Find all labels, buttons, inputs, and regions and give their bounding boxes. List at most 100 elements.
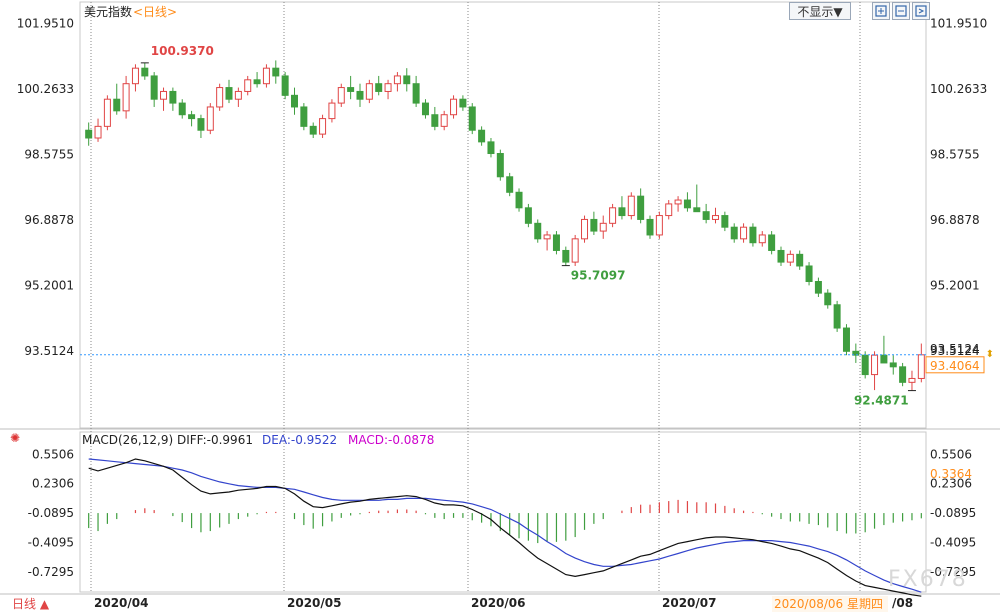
candle-body: [421, 102, 429, 116]
candle-body: [188, 114, 196, 120]
candle-body: [712, 215, 719, 220]
candle-body: [384, 83, 392, 92]
candle-body: [347, 87, 355, 92]
candle-body: [375, 83, 383, 92]
price-tick-label-left: 101.9510: [17, 17, 74, 31]
current-price-marker-icon: ⬍: [986, 349, 994, 360]
candle-body: [618, 207, 626, 217]
price-tick-label-right: 101.9510: [930, 17, 987, 31]
x-tick-label: 2020/04: [94, 596, 148, 610]
expand-icon[interactable]: [912, 2, 930, 20]
candle-body: [609, 207, 617, 224]
candle-body: [805, 265, 813, 282]
candle-body: [197, 118, 205, 131]
candle-body: [814, 280, 822, 294]
candle-body: [899, 366, 907, 383]
candle-body: [571, 238, 579, 263]
price-panel-frame: [79, 1, 927, 429]
candle-body: [833, 304, 841, 329]
current-price-box: [925, 356, 985, 374]
candle-body: [702, 211, 710, 220]
candle-body: [543, 234, 551, 240]
candle-body: [225, 87, 233, 100]
candle-body: [506, 176, 514, 193]
candle-body: [721, 215, 729, 228]
candle-body: [253, 79, 261, 85]
candle-body: [328, 102, 336, 120]
candle-body: [169, 90, 177, 104]
candle-body: [777, 249, 785, 263]
settings-gear-icon[interactable]: ✺: [10, 431, 20, 445]
candle-body: [758, 234, 766, 244]
candle-body: [581, 218, 589, 240]
macd-tick-label-left: 0.5506: [32, 447, 74, 461]
price-tick-label-right: 93.5124: [930, 344, 980, 358]
watermark: FX678: [888, 567, 968, 592]
candle-body: [103, 98, 111, 127]
candle-body: [534, 222, 542, 240]
candle-body: [599, 222, 607, 232]
display-toggle-button[interactable]: 不显示▼: [789, 2, 851, 20]
macd-panel-frame: [79, 431, 927, 593]
candle-body: [674, 199, 682, 205]
x-tick-label-end: /08: [892, 596, 913, 610]
macd-value-legend: MACD:-0.0878: [348, 433, 434, 447]
candle-body: [861, 354, 869, 376]
x-tick-label: 2020/06: [471, 596, 525, 610]
candle-body: [244, 79, 252, 92]
candle-body: [786, 253, 794, 263]
candle-body: [365, 83, 373, 100]
candle-body: [262, 67, 270, 85]
candle-body: [431, 114, 439, 127]
macd-tick-label-left: -0.0895: [28, 506, 74, 520]
candle-body: [300, 106, 308, 127]
candle-body: [740, 226, 748, 240]
macd-title: MACD(26,12,9) DIFF:-0.9961: [82, 433, 253, 447]
candle-body: [478, 129, 486, 143]
candle-body: [562, 249, 570, 263]
x-tick-label: 2020/07: [662, 596, 716, 610]
candle-body: [412, 83, 420, 104]
candle-body: [917, 354, 925, 379]
price-tick-label-left: 96.8878: [24, 213, 74, 227]
macd-tick-label-left: -0.7295: [28, 565, 74, 579]
candle-body: [234, 90, 242, 100]
candle-body: [889, 362, 897, 368]
candle-body: [655, 215, 663, 236]
candle-body: [393, 75, 401, 85]
macd-tick-label-right: 0.2306: [930, 477, 972, 491]
price-tick-label-right: 98.5755: [930, 147, 980, 161]
candle-body: [871, 354, 879, 376]
candle-body: [272, 67, 280, 77]
macd-tick-label-left: -0.4095: [28, 535, 74, 549]
candle-body: [356, 90, 364, 100]
candle-body: [94, 125, 102, 139]
candle-body: [665, 203, 673, 217]
candle-body: [85, 129, 93, 139]
instrument-title: 美元指数: [84, 4, 132, 19]
period-button[interactable]: 日线 ▲: [12, 597, 50, 611]
candle-body: [309, 125, 317, 135]
zoom-in-icon[interactable]: [872, 2, 890, 20]
candle-body: [693, 207, 701, 213]
macd-tick-label-right: -0.7295: [930, 565, 976, 579]
candle-body: [824, 292, 832, 306]
candle-body: [403, 75, 411, 85]
candle-body: [796, 253, 804, 267]
low-june-label: 95.7097: [571, 269, 626, 283]
candle-body: [281, 75, 289, 96]
candle-body: [515, 191, 523, 209]
candle-body: [496, 153, 504, 178]
candle-body: [768, 234, 776, 251]
date-label: 2020/08/06 星期四: [774, 597, 883, 611]
candle-body: [337, 87, 345, 104]
candle-body: [450, 98, 458, 116]
zoom-out-icon[interactable]: [892, 2, 910, 20]
price-tick-label-left: 95.2001: [24, 278, 74, 292]
candle-body: [880, 354, 888, 364]
x-tick-label: 2020/05: [287, 596, 341, 610]
candle-body: [468, 106, 476, 131]
candle-body: [627, 195, 635, 217]
price-tick-label-left: 93.5124: [24, 344, 74, 358]
